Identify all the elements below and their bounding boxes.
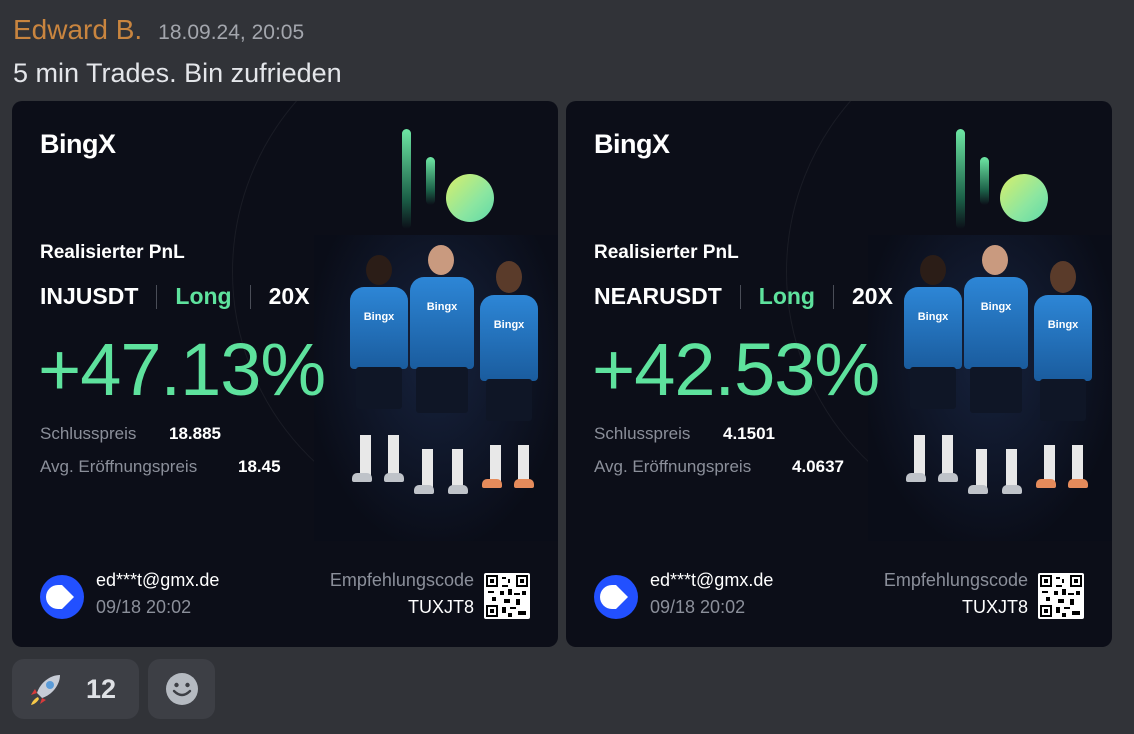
shirt-sponsor: Bingx: [917, 311, 949, 323]
close-price-value: 18.885: [169, 424, 221, 443]
close-price-label: Schlusspreis: [40, 424, 137, 443]
pnl-percent: +47.13%: [38, 328, 326, 411]
message-timestamp: 18.09.24, 20:05: [158, 21, 305, 44]
referral-label: Empfehlungscode: [883, 570, 1028, 590]
author-name[interactable]: Edward B.: [13, 14, 143, 45]
divider: [156, 284, 158, 309]
trade-info-row: INJUSDT Long 20X: [40, 283, 310, 310]
deco-bar: [402, 129, 411, 229]
trade-info-row: NEARUSDT Long 20X: [594, 283, 893, 310]
shirt-sponsor: Bingx: [1047, 319, 1079, 331]
trade-pair: INJUSDT: [40, 283, 139, 309]
referral-code: TUXJT8: [961, 597, 1028, 617]
shirt-sponsor: Bingx: [980, 301, 1012, 313]
user-avatar: [594, 575, 638, 619]
qr-code-icon: [484, 573, 530, 619]
bingx-logo: BingX: [40, 129, 116, 159]
trade-leverage: 20X: [851, 283, 893, 309]
trade-leverage: 20X: [268, 283, 310, 309]
add-reaction-button[interactable]: [148, 659, 215, 719]
divider: [249, 284, 251, 309]
trade-pair: NEARUSDT: [594, 283, 722, 309]
trade-side: Long: [758, 283, 815, 309]
deco-bar: [980, 157, 989, 205]
trade-date: 09/18 20:02: [96, 597, 192, 617]
open-price-label: Avg. Eröffnungspreis: [594, 457, 752, 476]
reaction-count: 12: [86, 673, 117, 704]
rocket-icon: [31, 675, 60, 705]
pnl-label: Realisierter PnL: [40, 242, 185, 263]
close-price-value: 4.1501: [723, 424, 775, 443]
open-price-value: 4.0637: [792, 457, 844, 476]
reaction-rocket[interactable]: 12: [12, 659, 139, 719]
players-photo: Bingx Bingx Bingx: [868, 235, 1112, 541]
open-price-value: 18.45: [238, 457, 281, 476]
open-price-label: Avg. Eröffnungspreis: [40, 457, 198, 476]
user-email: ed***t@gmx.de: [96, 570, 220, 590]
close-price-label: Schlusspreis: [594, 424, 691, 443]
user-avatar: [40, 575, 84, 619]
deco-ball: [1000, 174, 1048, 222]
message-header: Edward B. 18.09.24, 20:05: [13, 14, 304, 46]
trade-side: Long: [175, 283, 232, 309]
user-email: ed***t@gmx.de: [650, 570, 774, 590]
qr-code-icon: [1038, 573, 1084, 619]
referral-label: Empfehlungscode: [329, 570, 474, 590]
message-text: 5 min Trades. Bin zufrieden: [13, 58, 342, 88]
trade-card-image[interactable]: BingX Bingx Bingx Bingx: [566, 101, 1112, 647]
smiley-icon: [165, 673, 198, 705]
shirt-sponsor: Bingx: [493, 319, 525, 331]
shirt-sponsor: Bingx: [426, 301, 458, 313]
players-photo: Bingx Bingx Bingx: [314, 235, 558, 541]
deco-bar: [426, 157, 435, 205]
bingx-logo: BingX: [594, 129, 670, 159]
shirt-sponsor: Bingx: [363, 311, 395, 323]
pnl-percent: +42.53%: [592, 328, 880, 411]
divider: [832, 284, 834, 309]
referral-code: TUXJT8: [407, 597, 474, 617]
trade-card-image[interactable]: BingX Bingx Bingx Bingx: [12, 101, 558, 647]
deco-ball: [446, 174, 494, 222]
pnl-label: Realisierter PnL: [594, 242, 739, 263]
trade-date: 09/18 20:02: [650, 597, 746, 617]
deco-bar: [956, 129, 965, 229]
divider: [739, 284, 741, 309]
